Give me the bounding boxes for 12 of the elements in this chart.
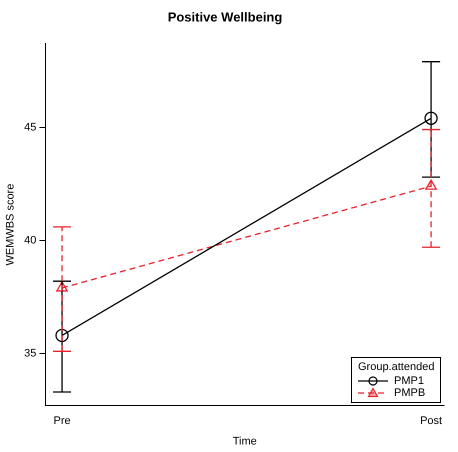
- x-tick-label: Pre: [53, 415, 71, 428]
- y-tick-label: 45: [24, 121, 36, 134]
- y-tick-label: 40: [24, 234, 36, 246]
- legend-label: PMPB: [394, 386, 426, 399]
- chart-title: Positive Wellbeing: [168, 9, 282, 24]
- y-axis-title: WEMWBS score: [4, 184, 17, 266]
- legend-label: PMP1: [394, 374, 424, 387]
- x-axis-title: Time: [232, 435, 257, 448]
- x-tick-label: Post: [420, 415, 442, 428]
- legend-title: Group.attended: [358, 360, 434, 373]
- y-tick-label: 35: [24, 348, 36, 360]
- point: [424, 112, 438, 125]
